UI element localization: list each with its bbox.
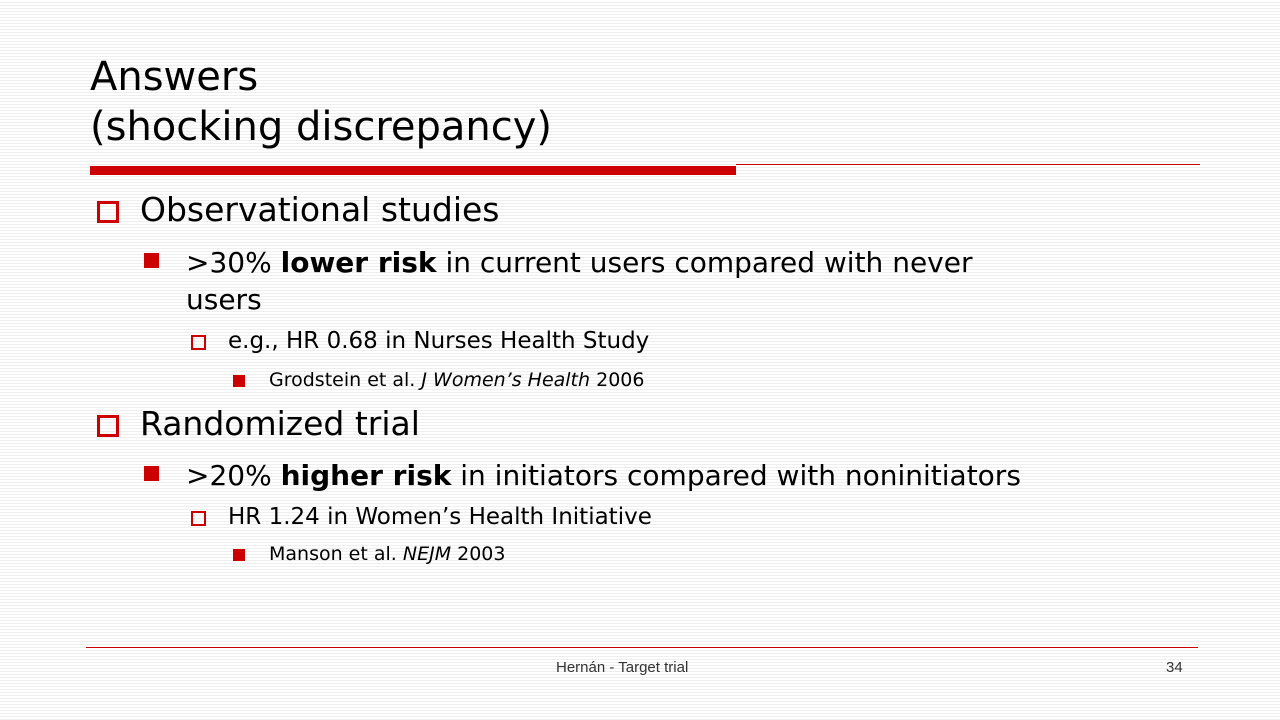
footer-label: Hernán - Target trial xyxy=(556,659,689,676)
ref-authors: Manson et al. xyxy=(269,543,403,565)
bullet-randomized: Randomized trial xyxy=(140,404,420,443)
slide-title: Answers (shocking discrepancy) xyxy=(90,52,552,152)
sub-bullet-randomized-finding: >20% higher risk in initiators compared … xyxy=(186,457,1021,494)
solid-square-bullet-icon xyxy=(144,466,159,481)
sub-bullet-observational-finding: >30% lower risk in current users compare… xyxy=(186,244,972,318)
detail-nurses-health-study: e.g., HR 0.68 in Nurses Health Study xyxy=(228,328,650,354)
hollow-square-bullet-icon xyxy=(97,201,119,223)
finding-prefix: >20% xyxy=(186,459,281,492)
finding-continuation: users xyxy=(186,283,262,316)
solid-square-bullet-icon xyxy=(144,253,159,268)
title-line-1: Answers xyxy=(90,54,259,100)
finding-emphasis: lower risk xyxy=(280,246,437,279)
bullet-observational: Observational studies xyxy=(140,190,500,229)
hollow-square-bullet-icon xyxy=(191,335,206,350)
reference-manson: Manson et al. NEJM 2003 xyxy=(269,543,506,565)
solid-square-bullet-icon xyxy=(233,375,245,387)
finding-suffix: in initiators compared with noninitiator… xyxy=(451,459,1021,492)
title-line-2: (shocking discrepancy) xyxy=(90,104,553,150)
hollow-square-bullet-icon xyxy=(191,511,206,526)
finding-prefix: >30% xyxy=(186,246,281,279)
reference-grodstein: Grodstein et al. J Women’s Health 2006 xyxy=(269,369,644,391)
page-number: 34 xyxy=(1166,659,1183,676)
ref-year: 2003 xyxy=(451,543,506,565)
title-underline-bar xyxy=(90,166,736,175)
solid-square-bullet-icon xyxy=(233,549,245,561)
finding-suffix: in current users compared with never xyxy=(436,246,973,279)
title-underline-rule xyxy=(736,164,1200,165)
ref-journal: J Women’s Health xyxy=(421,369,591,391)
ref-authors: Grodstein et al. xyxy=(269,369,422,391)
ref-journal: NEJM xyxy=(402,543,452,565)
hollow-square-bullet-icon xyxy=(97,415,119,437)
finding-emphasis: higher risk xyxy=(280,459,452,492)
footer-rule xyxy=(86,647,1198,648)
detail-womens-health-initiative: HR 1.24 in Women’s Health Initiative xyxy=(228,504,652,530)
ref-year: 2006 xyxy=(590,369,645,391)
